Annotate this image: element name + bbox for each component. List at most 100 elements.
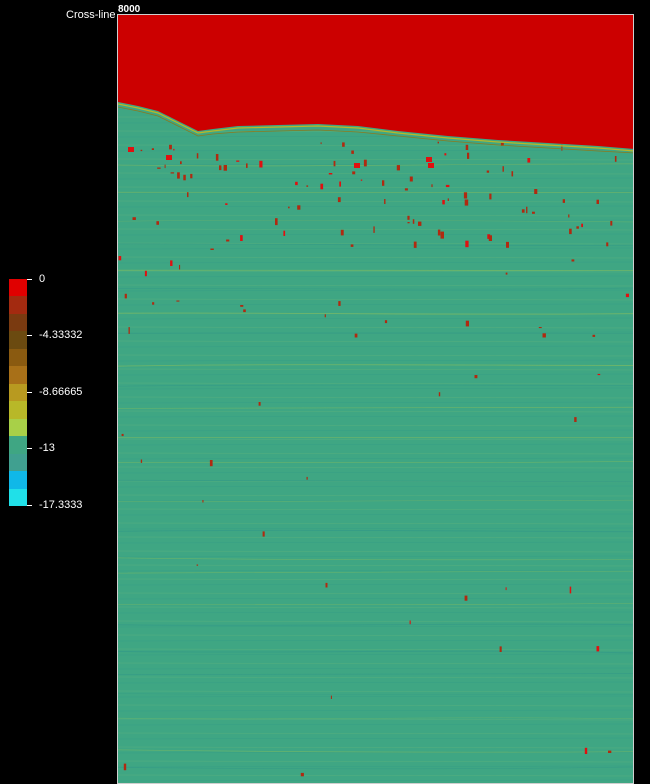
anomaly-spot [505, 587, 507, 591]
anomaly-spot [527, 158, 531, 163]
anomaly-spot [502, 166, 504, 172]
anomaly-spot [584, 747, 588, 754]
reflector-line [118, 364, 633, 367]
anomaly-spot [352, 171, 356, 175]
anomaly-spot [152, 302, 155, 305]
anomaly-spot [409, 620, 411, 625]
anomaly-spots [118, 141, 629, 777]
color-scale-swatch [9, 401, 27, 420]
anomaly-spot [259, 160, 263, 168]
color-scale-value-label: -8.66665 [39, 385, 83, 398]
anomaly-spot [426, 157, 432, 162]
anomaly-spot [574, 417, 577, 422]
color-scale-swatch [9, 471, 27, 490]
reflector-line [118, 287, 633, 290]
anomaly-spot [409, 176, 413, 182]
anomaly-spot [606, 242, 609, 247]
anomaly-spot [465, 240, 469, 248]
anomaly-spot [209, 460, 213, 467]
anomaly-spot [521, 209, 525, 213]
anomaly-spot [407, 222, 410, 224]
anomaly-spot [288, 206, 290, 209]
seismic-section-plot[interactable] [117, 14, 634, 784]
anomaly-spot [156, 221, 159, 225]
seismic-section-canvas[interactable] [118, 15, 634, 784]
anomaly-spot [505, 272, 508, 275]
anomaly-spot [596, 199, 599, 204]
anomaly-spot [124, 293, 127, 299]
anomaly-spot [183, 174, 186, 181]
reflector-line [118, 749, 633, 753]
anomaly-spot [382, 180, 385, 186]
anomaly-spot [121, 433, 124, 437]
anomaly-spot [328, 173, 333, 175]
anomaly-spot [581, 223, 583, 228]
anomaly-spot [592, 334, 596, 337]
reflector-line [118, 220, 633, 223]
anomaly-spot [177, 172, 180, 179]
anomaly-spot [412, 219, 415, 224]
anomaly-spot [338, 301, 341, 306]
anomaly-spot [437, 229, 441, 236]
color-scale-swatch [9, 418, 27, 437]
color-scale-swatch [9, 296, 27, 315]
anomaly-spot [447, 198, 449, 201]
anomaly-spot [140, 149, 143, 152]
color-scale-swatch [9, 348, 27, 367]
anomaly-spot [534, 189, 538, 194]
cross-line-tick-label: 8000 [118, 4, 141, 15]
color-scale-legend: 0 -4.33332 -8.66665 -13 -17.3333 [9, 273, 82, 511]
anomaly-spot [569, 228, 572, 235]
anomaly-spot [320, 183, 324, 190]
color-scale-value-label: 0 [39, 273, 46, 285]
anomaly-spot [240, 305, 244, 307]
anomaly-spot [407, 215, 410, 220]
anomaly-spot [413, 241, 417, 248]
anomaly-spot [190, 173, 193, 179]
anomaly-spot [300, 772, 304, 777]
color-scale-value-label: -4.33332 [39, 329, 83, 342]
color-scale-value-label: -13 [39, 442, 55, 455]
anomaly-spot [196, 153, 199, 159]
reflector-line [118, 243, 633, 246]
reflector-line [118, 650, 633, 654]
anomaly-spot [219, 165, 222, 171]
anomaly-spot [614, 156, 617, 162]
anomaly-spot [180, 161, 182, 165]
anomaly-spot [128, 147, 134, 152]
anomaly-spot [360, 179, 363, 181]
anomaly-spot [625, 293, 629, 298]
anomaly-spot [465, 320, 469, 327]
anomaly-spot [275, 218, 278, 226]
anomaly-spot [215, 154, 219, 161]
anomaly-spot [240, 235, 243, 241]
anomaly-spot [418, 221, 422, 226]
anomaly-spot [596, 646, 600, 652]
anomaly-spot [440, 231, 444, 239]
anomaly-spot [236, 160, 240, 162]
anomaly-spot [132, 217, 136, 220]
anomaly-spot [196, 564, 199, 566]
anomaly-spot [597, 373, 601, 376]
cross-line-axis-label: Cross-line [66, 9, 116, 21]
anomaly-spot [157, 167, 161, 169]
anomaly-spot [179, 264, 181, 270]
anomaly-spot [140, 459, 143, 463]
anomaly-spot [123, 763, 127, 771]
anomaly-spot [442, 200, 445, 205]
reflector-line [118, 766, 633, 770]
anomaly-spot [330, 695, 332, 699]
reflector-line [118, 163, 633, 167]
reflector-line [118, 479, 633, 483]
anomaly-spot [225, 203, 228, 205]
anomaly-spot [464, 595, 468, 601]
anomaly-spot [487, 234, 491, 239]
anomaly-spot [262, 531, 265, 537]
anomaly-spot [283, 230, 286, 236]
color-scale-swatch [9, 366, 27, 385]
color-scale-swatch [9, 331, 27, 350]
anomaly-spot [506, 241, 509, 248]
anomaly-spot [306, 185, 309, 187]
anomaly-spot [428, 163, 434, 168]
